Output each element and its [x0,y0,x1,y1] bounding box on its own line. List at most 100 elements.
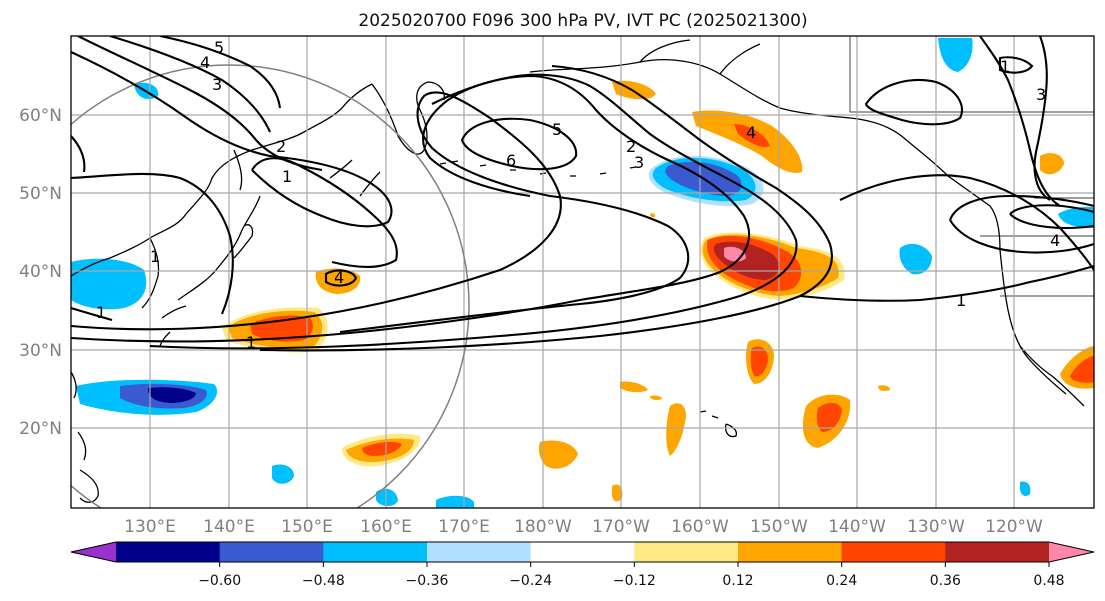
lat-label-30n: 30°N [19,341,62,361]
alaska-north-coast [639,39,761,75]
asia-coast [71,83,373,277]
contour-labels: 5 4 3 2 1 1 1 1 4 5 6 2 3 4 1 4 1 3 [96,38,1060,352]
ivt-patch [1058,206,1094,228]
contour-label: 4 [200,53,210,72]
lon-label: 150°E [281,517,333,537]
baja-coast [1019,345,1085,407]
lon-label: 140°E [203,517,255,537]
colorbar-segment [841,542,946,562]
pv-contour [864,79,963,126]
pv-contour [149,73,798,350]
pv-contour [159,36,282,109]
coastlines [71,36,1094,503]
lat-label-20n: 20°N [19,419,62,439]
ivt-patch [734,124,770,148]
pv-contour [1033,36,1051,201]
colorbar-tick-label: 0.12 [722,573,753,589]
ivt-patch [1040,153,1064,175]
contour-label: 2 [276,137,286,156]
colorbar-tick-label: 0.24 [826,573,857,589]
contour-label: 1 [1000,57,1010,76]
kyushu-coast [159,305,187,347]
pv-contour [259,64,833,352]
lon-label: 130°E [124,517,176,537]
contour-label: 3 [212,75,222,94]
colorbar-tick-label: −0.48 [302,573,345,589]
contour-label: 4 [1050,231,1060,250]
pv-contour [460,117,578,171]
ivt-patch [272,464,294,484]
ivt-patch [148,387,196,403]
lon-label: 150°W [750,517,808,537]
ivt-patch [666,403,686,456]
ivt-patch [938,38,973,72]
lon-label: 180°W [514,517,572,537]
lat-label-40n: 40°N [19,262,62,282]
north-america-coast [529,59,1067,395]
hawaii-islands [699,410,738,438]
ivt-patch [376,488,398,506]
lon-label: 160°E [360,517,412,537]
contour-label: 4 [334,268,344,287]
pv-contour [1009,204,1094,230]
contour-label: 3 [634,153,644,172]
colorbar-segment [738,542,843,562]
colorbar-segment [530,542,635,562]
contour-label: 5 [552,120,562,139]
ivt-patch [816,402,842,432]
ivt-patch [750,346,768,377]
ivt-patch [362,441,402,456]
lat-label-60n: 60°N [19,106,62,126]
ivt-patch [612,484,623,502]
colorbar-segment [323,542,428,562]
graticule [71,36,1094,508]
colorbar-tick-label: 0.48 [1033,573,1064,589]
map-frame [70,35,1095,509]
pv-contour [949,194,1094,254]
colorbar-segment [634,542,739,562]
contour-label: 5 [214,38,224,57]
korea-coast [141,237,160,309]
colorbar-outline [70,541,1095,563]
colorbar-tick-label: −0.24 [509,573,552,589]
colorbar-segment [945,542,1050,562]
ivt-patch [71,258,147,310]
colorbar-extend-high [1049,542,1094,562]
pv-contour [71,135,86,173]
contour-label: 6 [506,151,516,170]
kamchatka-coast [371,81,445,155]
ivt-patch [650,395,662,400]
map-content: 5 4 3 2 1 1 1 1 4 5 6 2 3 4 1 4 1 3 [71,36,1094,508]
contour-label: 1 [150,247,160,266]
lon-label: 120°W [985,517,1043,537]
map-title: 2025020700 F096 300 hPa PV, IVT PC (2025… [358,11,807,31]
contour-label: 1 [282,167,292,186]
latitude-labels: 60°N 50°N 40°N 30°N 20°N [19,106,62,439]
contour-label: 2 [626,137,636,156]
ivt-patch [538,440,578,469]
contour-label: 1 [96,303,106,322]
country-borders [849,36,1094,297]
colorbar-tick-label: 0.36 [930,573,961,589]
ivt-patch [692,110,803,173]
contour-label: 1 [246,333,256,352]
ivt-patch [1020,481,1031,496]
pv-contour [71,74,750,343]
ivt-patch [899,243,932,275]
pv-contour [324,269,358,287]
japan-coast [177,195,261,301]
colorbar-segment [219,542,324,562]
colorbar-segment [427,542,532,562]
lon-label: 160°W [671,517,729,537]
lon-label: 140°W [828,517,886,537]
lon-label: 130°W [907,517,965,537]
colorbar-segment [116,542,221,562]
pv-contours [71,36,1094,352]
pv-contour [109,36,271,133]
map-background [71,36,1094,508]
ivt-patch [1070,356,1094,383]
contour-label: 3 [1036,85,1046,104]
longitude-labels: 130°E 140°E 150°E 160°E 170°E 180°W 170°… [124,517,1043,537]
colorbar-tick-label: −0.60 [198,573,241,589]
